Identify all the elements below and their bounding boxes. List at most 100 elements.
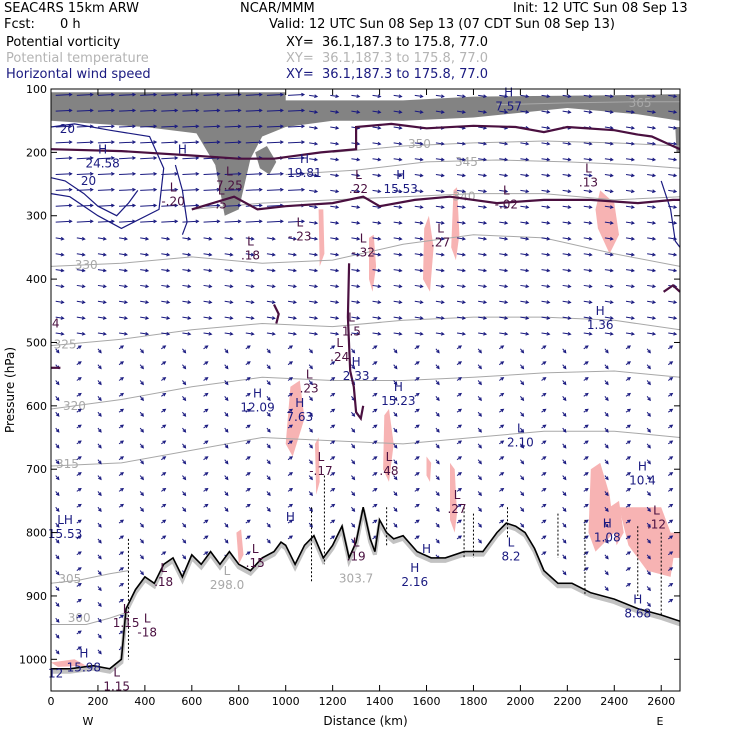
- pv-contour-5: [662, 284, 681, 293]
- wind-vector-124: [140, 156, 158, 160]
- wind-vector-386: [604, 284, 614, 289]
- wind-vector-288: [435, 236, 445, 241]
- wind-vector-314: [351, 252, 361, 257]
- wind-vector-475: [583, 331, 593, 336]
- wind-vector-464: [351, 331, 361, 336]
- wind-vector-406: [393, 300, 403, 304]
- wind-vector-366: [182, 284, 192, 289]
- wind-vector-138: [435, 157, 445, 162]
- wind-vector-363: [118, 284, 129, 289]
- wind-vector-76: [393, 126, 403, 130]
- extremum-25: L-.17: [309, 450, 332, 478]
- wind-vector-315: [372, 252, 382, 257]
- wind-vector-844: [139, 538, 144, 544]
- wind-vector-238: [647, 205, 657, 209]
- wind-vector-670: [266, 443, 271, 449]
- wind-vector-847: [203, 535, 209, 540]
- wind-vector-788: [224, 506, 229, 512]
- wind-vector-758: [224, 491, 229, 497]
- wind-vector-856: [435, 538, 440, 544]
- wind-vector-199: [456, 189, 466, 194]
- wind-vector-689: [667, 440, 674, 445]
- wind-vector-144: [562, 157, 572, 162]
- wind-vector-341: [287, 268, 297, 273]
- wind-vector-35: [161, 108, 179, 113]
- extremum-value-4: 19.81: [287, 166, 321, 180]
- extremum-type-20: L: [306, 367, 313, 381]
- extremum-type-18: H: [352, 355, 361, 369]
- wind-vector-866: [55, 554, 60, 560]
- wind-vector-858: [477, 538, 482, 544]
- wind-vector-881: [625, 551, 632, 556]
- wind-vector-715: [583, 456, 589, 461]
- wind-vector-880: [604, 554, 609, 560]
- extremum-value-21: 12.09: [240, 401, 274, 415]
- x-tick-label-6: 1200: [319, 695, 347, 708]
- wind-vector-110: [478, 141, 488, 146]
- wind-vector-156: [182, 171, 200, 176]
- wind-vector-768: [435, 491, 440, 497]
- wind-vector-867: [76, 551, 82, 556]
- wind-vector-894: [646, 570, 651, 576]
- wind-vector-242: [97, 219, 115, 224]
- wind-vector-800: [477, 506, 482, 512]
- wind-vector-45: [372, 110, 382, 114]
- wind-vector-263: [541, 221, 551, 225]
- wind-vector-826: [393, 522, 398, 528]
- pink-region-2: [423, 215, 434, 292]
- wind-vector-283: [330, 236, 340, 241]
- wind-vector-465: [372, 331, 382, 336]
- extremum-42: L.18: [154, 561, 173, 589]
- extremum-14: L.27: [431, 222, 450, 250]
- wind-vector-360: [55, 284, 65, 289]
- wind-vector-184: [140, 187, 158, 192]
- wind-vector-16: [393, 94, 403, 99]
- wind-vector-349: [456, 268, 466, 273]
- wind-vector-119: [668, 141, 678, 146]
- wind-vector-259: [456, 221, 466, 225]
- wind-vector-582: [308, 396, 313, 402]
- wind-vector-859: [541, 535, 547, 540]
- wind-vector-752: [97, 491, 102, 497]
- wind-vector-261: [499, 221, 509, 225]
- wind-vector-900: [604, 586, 609, 592]
- wind-vector-737: [414, 472, 420, 476]
- wind-vector-757: [203, 487, 209, 492]
- wind-vector-276: [182, 236, 192, 241]
- wind-vector-534: [562, 364, 567, 370]
- wind-vector-131: [288, 156, 306, 160]
- wind-vector-50: [478, 110, 488, 114]
- wind-vector-378: [435, 284, 445, 289]
- pink-region-9: [450, 462, 457, 533]
- wind-vector-849: [245, 535, 251, 540]
- wind-vector-249: [245, 219, 263, 224]
- wind-vector-145: [583, 157, 593, 162]
- wind-vector-253: [330, 221, 340, 225]
- wind-vector-603: [118, 408, 125, 413]
- wind-vector-647: [414, 424, 420, 429]
- wind-vector-356: [604, 268, 614, 273]
- wind-vector-268: [647, 221, 657, 225]
- wind-vector-452: [97, 331, 107, 336]
- extremum-35: 303.7: [339, 572, 373, 586]
- wind-vector-481: [76, 345, 82, 350]
- wind-vector-170: [478, 173, 488, 178]
- wind-vector-327: [625, 252, 635, 257]
- wind-vector-57: [625, 110, 635, 114]
- wind-vector-624: [562, 411, 567, 417]
- wind-vector-430: [266, 316, 276, 320]
- wind-vector-783: [118, 503, 125, 508]
- y-axis-label: Pressure (hPa): [3, 347, 17, 433]
- wind-vector-295: [583, 236, 593, 241]
- wind-vector-664: [139, 443, 144, 449]
- extremum-type-43: H: [79, 646, 88, 660]
- wind-vector-185: [161, 187, 179, 192]
- extremum-type-22: H: [295, 396, 304, 410]
- wind-vector-361: [76, 284, 86, 289]
- wind-vector-373: [330, 284, 340, 289]
- wind-vector-67: [203, 124, 221, 129]
- wind-vector-887: [118, 567, 125, 572]
- wind-vector-159: [245, 171, 263, 176]
- wind-vector-182: [97, 187, 115, 192]
